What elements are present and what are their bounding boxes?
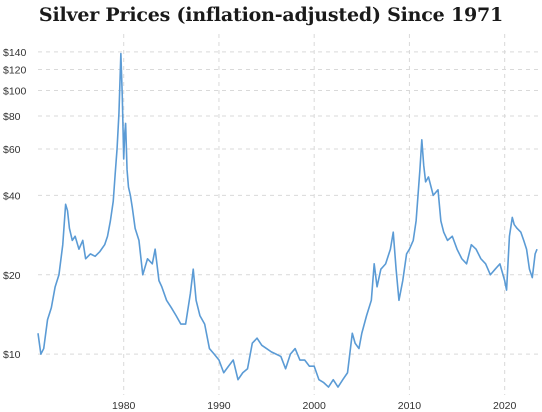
x-tick-label: 1980 <box>112 400 136 412</box>
grid-layer <box>38 34 538 395</box>
y-tick-label: $20 <box>3 270 21 282</box>
x-tick-labels: 1980 1990 2000 2010 2020 <box>112 400 516 412</box>
y-tick-label: $40 <box>3 190 21 202</box>
y-tick-labels: $10 $20 $40 $60 $80 $100 $120 $140 <box>3 47 27 361</box>
y-tick-label: $60 <box>3 144 21 156</box>
x-tick-label: 2000 <box>303 400 327 412</box>
x-tick-label: 2010 <box>398 400 422 412</box>
y-tick-label: $100 <box>3 85 27 97</box>
y-tick-label: $80 <box>3 111 21 123</box>
y-tick-label: $140 <box>3 47 27 59</box>
series-line <box>38 54 537 388</box>
y-tick-label: $120 <box>3 65 27 77</box>
x-tick-label: 1990 <box>207 400 231 412</box>
series-layer <box>38 54 537 388</box>
x-tick-label: 2020 <box>493 400 517 412</box>
y-tick-label: $10 <box>3 349 21 361</box>
